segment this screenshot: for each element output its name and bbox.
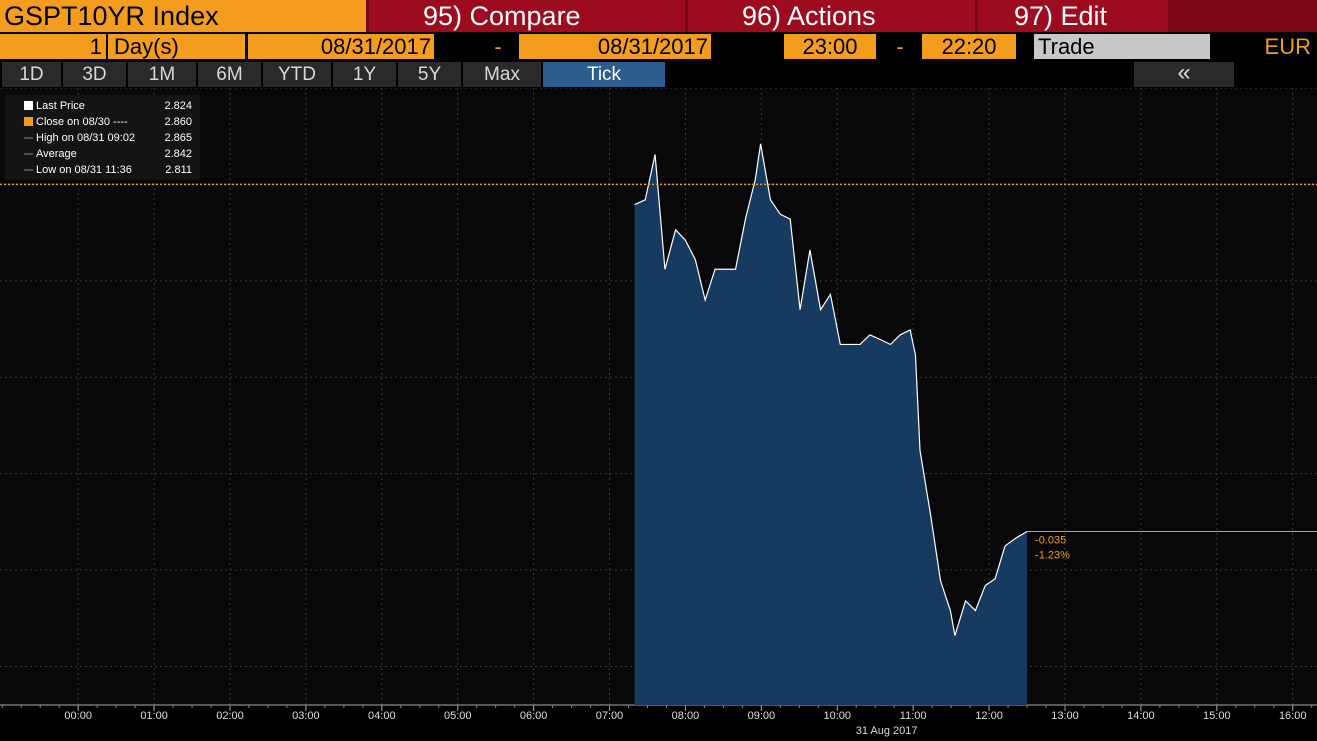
range-tab[interactable]: 1M xyxy=(128,62,196,87)
x-tick-label: 10:00 xyxy=(823,710,851,722)
x-tick-label: 09:00 xyxy=(748,710,776,722)
legend-label: High on 08/31 09:02 xyxy=(36,132,135,144)
legend-label: Low on 08/31 11:36 xyxy=(36,164,132,176)
legend-label: Close on 08/30 ---- xyxy=(36,116,128,128)
x-tick-label: 08:00 xyxy=(672,710,700,722)
legend-label: Last Price xyxy=(36,100,85,112)
range-tab[interactable]: 1D xyxy=(2,62,61,87)
collapse-button[interactable]: « xyxy=(1134,62,1234,87)
end-time[interactable]: 22:20 xyxy=(922,34,1016,59)
chart: 00:00 01:00 02:00 03:00 04:00 05:00 06:00 07:00… xyxy=(0,88,1317,737)
x-tick-label: 00:00 xyxy=(64,710,92,722)
field[interactable]: Trade xyxy=(1034,34,1210,59)
edit-button[interactable]: 97) Edit xyxy=(978,0,1168,32)
x-tick-label: 06:00 xyxy=(520,710,548,722)
x-tick-label: 04:00 xyxy=(368,710,396,722)
change: -0.035 xyxy=(1035,534,1066,546)
legend-value: 2.865 xyxy=(164,132,192,144)
start-time[interactable]: 23:00 xyxy=(784,34,876,59)
date-label: 31 Aug 2017 xyxy=(856,725,918,737)
compare-button[interactable]: 95) Compare xyxy=(369,0,685,32)
x-tick-label: 07:00 xyxy=(596,710,624,722)
legend-value: 2.824 xyxy=(164,100,192,112)
period-count[interactable]: 1 xyxy=(0,34,106,59)
legend-label: Average xyxy=(36,148,77,160)
range-tab[interactable]: 1Y xyxy=(333,62,396,87)
legend-value: 2.860 xyxy=(164,116,192,128)
x-tick-label: 11:00 xyxy=(900,710,927,722)
price-line xyxy=(634,143,1028,636)
legend-value: 2.811 xyxy=(165,164,192,176)
range-tab[interactable]: 3D xyxy=(63,62,126,87)
range-tab[interactable]: 6M xyxy=(198,62,261,87)
legend-swatch xyxy=(24,101,33,110)
start-date[interactable]: 08/31/2017 xyxy=(248,34,434,59)
time-sep: - xyxy=(880,34,920,59)
x-tick-label: 13:00 xyxy=(1051,710,1079,722)
range-tab[interactable]: 5Y xyxy=(398,62,461,87)
period-unit[interactable]: Day(s) xyxy=(108,34,245,59)
x-tick-label: 12:00 xyxy=(975,710,1003,722)
legend-swatch xyxy=(24,117,33,126)
range-tab[interactable]: Max xyxy=(463,62,541,87)
range-tab[interactable]: Tick xyxy=(543,62,665,87)
area xyxy=(634,143,1028,705)
range-tab[interactable]: YTD xyxy=(263,62,331,87)
change-pct: -1.23% xyxy=(1035,549,1070,561)
x-tick-label: 05:00 xyxy=(444,710,472,722)
x-tick-label: 03:00 xyxy=(292,710,320,722)
actions-button[interactable]: 96) Actions xyxy=(688,0,975,32)
x-tick-label: 01:00 xyxy=(140,710,168,722)
x-tick-label: 15:00 xyxy=(1203,710,1231,722)
legend-value: 2.842 xyxy=(164,148,192,160)
legend-bg xyxy=(5,95,200,180)
x-tick-label: 16:00 xyxy=(1279,710,1307,722)
date-sep: - xyxy=(480,34,516,59)
end-date[interactable]: 08/31/2017 xyxy=(519,34,711,59)
security[interactable]: GSPT10YR Index xyxy=(0,0,366,32)
x-tick-label: 02:00 xyxy=(216,710,244,722)
x-tick-label: 14:00 xyxy=(1127,710,1155,722)
currency: EUR xyxy=(1240,34,1317,59)
